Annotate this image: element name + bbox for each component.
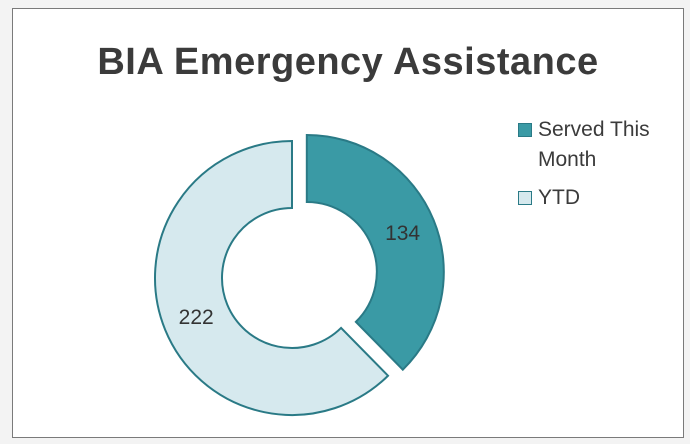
legend-label-served-this-month: Served This Month (538, 118, 650, 171)
chart-legend: Served This Month YTD (518, 115, 658, 221)
chart-title: BIA Emergency Assistance (97, 41, 599, 83)
legend-swatch-served-this-month (518, 123, 532, 137)
slice-served-this-month (305, 133, 445, 372)
legend-label-ytd: YTD (538, 186, 580, 209)
legend-swatch-ytd (518, 191, 532, 205)
legend-item-served-this-month: Served This Month (518, 115, 658, 175)
data-label-ytd: 222 (179, 306, 214, 329)
legend-item-ytd: YTD (518, 183, 658, 213)
slice-ytd (154, 139, 390, 416)
data-label-served-this-month: 134 (385, 222, 420, 245)
